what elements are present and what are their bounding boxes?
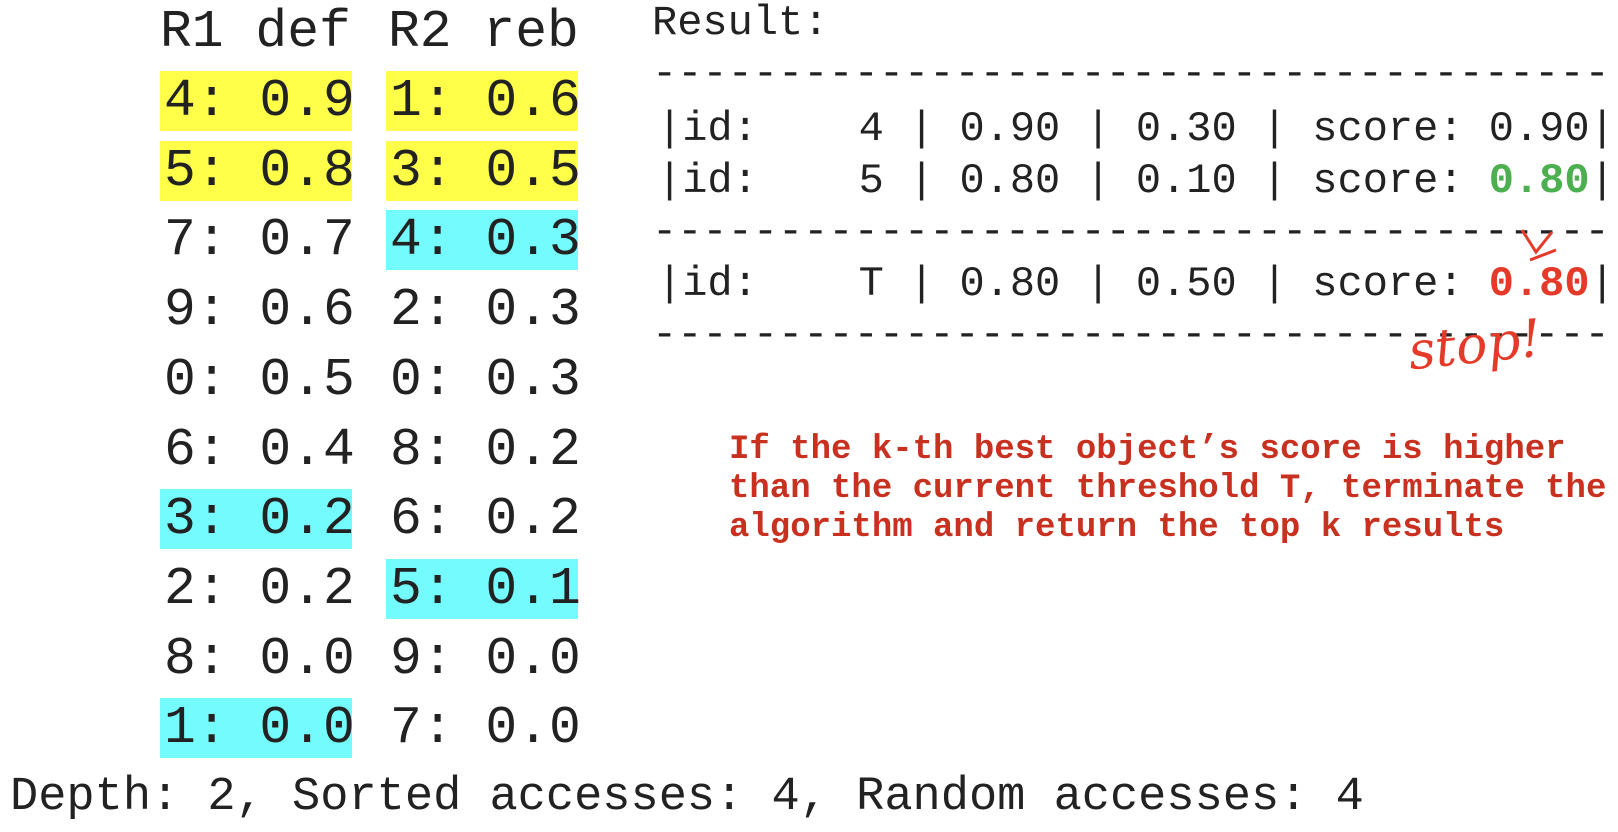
stop-annotation: stop! (1405, 309, 1544, 383)
note-line: than the current threshold T, terminate … (729, 470, 1607, 508)
separator: -------------------------------------- (652, 50, 1610, 98)
row-text: |id: T | 0.80 | 0.50 | score: (657, 260, 1489, 308)
table-cell: 2: 0.3 (390, 280, 581, 341)
result-row: |id: 4 | 0.90 | 0.30 | score: 0.90| (657, 104, 1615, 154)
row-end: | (1589, 260, 1615, 308)
table-cell: 2: 0.2 (164, 558, 355, 619)
column-header: R2 reb (388, 2, 579, 62)
result-row: |id: T | 0.80 | 0.50 | score: 0.80| (657, 259, 1615, 309)
row-end: | (1589, 105, 1615, 153)
table-cell: 4: 0.3 (386, 210, 581, 271)
table-cell: 8: 0.0 (164, 628, 355, 689)
score: 0.80 (1488, 260, 1590, 308)
table-cell: 9: 0.6 (164, 280, 355, 341)
table-cell: 8: 0.2 (390, 419, 581, 480)
table-cell: 9: 0.0 (390, 628, 581, 689)
row-end: | (1589, 157, 1615, 205)
separator: -------------------------------------- (652, 208, 1610, 256)
score: 0.80 (1488, 157, 1590, 205)
row-text: |id: 5 | 0.80 | 0.10 | score: (657, 157, 1489, 205)
table-cell: 5: 0.1 (386, 558, 581, 619)
row-text: |id: 4 | 0.90 | 0.30 | score: (657, 105, 1489, 153)
table-cell: 3: 0.2 (160, 489, 355, 550)
note-line: algorithm and return the top k results (729, 509, 1505, 547)
leq-mark (1520, 229, 1557, 262)
table-cell: 0: 0.3 (390, 349, 581, 410)
table-cell: 1: 0.0 (160, 698, 355, 759)
table-cell: 4: 0.9 (160, 71, 355, 131)
table-cell: 6: 0.2 (390, 489, 581, 550)
column-header: R1 def (160, 2, 351, 62)
table-cell: 1: 0.6 (386, 71, 581, 131)
table-cell: 7: 0.0 (390, 698, 581, 759)
footer: Depth: 2, Sorted accesses: 4, Random acc… (10, 771, 1364, 824)
result-row: |id: 5 | 0.80 | 0.10 | score: 0.80| (657, 156, 1615, 206)
score: 0.90 (1488, 105, 1590, 153)
table-cell: 3: 0.5 (386, 140, 581, 201)
table-cell: 5: 0.8 (160, 140, 355, 201)
table-cell: 6: 0.4 (164, 419, 355, 480)
separator: -------------------------------------- (652, 311, 1610, 359)
result-title: Result: (652, 0, 829, 47)
table-cell: 7: 0.7 (164, 210, 355, 271)
table-cell: 0: 0.5 (164, 349, 355, 410)
note-line: If the k-th best object’s score is highe… (729, 431, 1566, 469)
